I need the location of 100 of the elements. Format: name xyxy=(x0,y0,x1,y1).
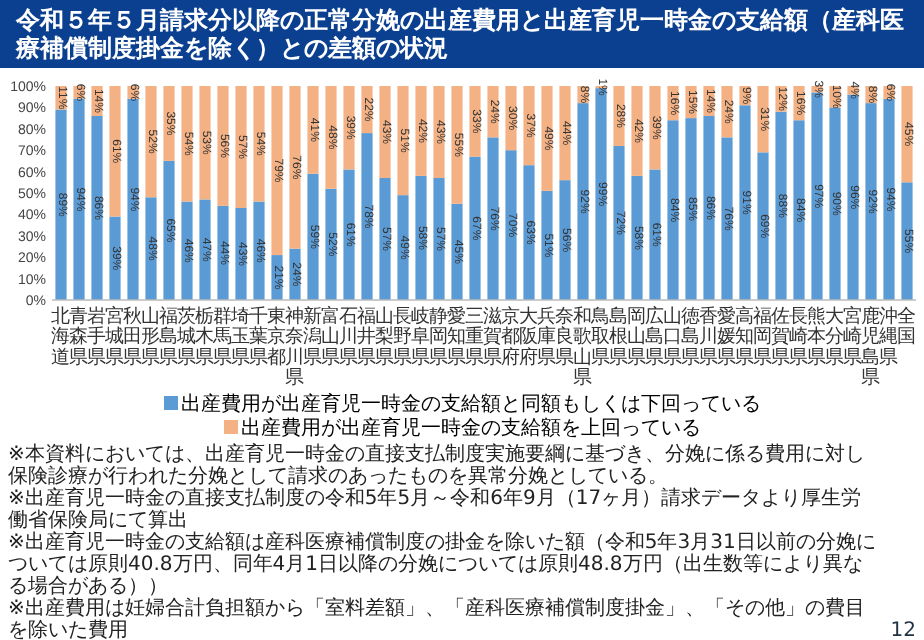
bar xyxy=(739,105,751,300)
bar xyxy=(217,86,229,206)
text: ※出産育児一時金の直接支払制度の令和5年5月～令和6年9月（17ヶ月）請求データより厚生労働省保険局にて算出 xyxy=(8,488,864,532)
bar xyxy=(307,173,319,300)
bar xyxy=(883,98,895,300)
bar xyxy=(181,86,193,202)
bar xyxy=(775,111,787,300)
bar xyxy=(721,137,733,300)
bar xyxy=(325,86,337,189)
bar xyxy=(307,86,319,174)
x-tick-label: 高知県 xyxy=(735,304,755,369)
x-tick-label: 北海道 xyxy=(51,304,71,369)
x-tick-label: 福島県 xyxy=(159,304,179,369)
x-tick-label: 沖縄県 xyxy=(877,304,899,369)
x-tick-label: 茨城県 xyxy=(175,304,197,369)
x-tick-label: 東京都 xyxy=(267,304,287,369)
x-tick-label: 徳島県 xyxy=(681,306,701,369)
bar xyxy=(343,86,355,170)
bar xyxy=(361,133,373,300)
bar xyxy=(451,86,463,204)
bar xyxy=(865,103,877,300)
x-tick-label: 福岡県 xyxy=(753,304,773,369)
bar xyxy=(829,107,841,300)
bar xyxy=(379,178,391,300)
bar xyxy=(667,120,679,300)
x-tick-label: 神奈川県 xyxy=(285,304,305,390)
bar xyxy=(271,86,283,256)
bar xyxy=(685,118,697,300)
bar xyxy=(757,86,769,153)
bar xyxy=(163,160,175,300)
bar xyxy=(613,145,625,300)
x-tick-label: 長野県 xyxy=(393,306,413,369)
x-tick-label: 京都府 xyxy=(501,304,521,369)
bar xyxy=(217,205,229,300)
x-tick-label: 岐阜県 xyxy=(411,304,431,369)
x-tick-label: 石川県 xyxy=(339,306,359,369)
bar xyxy=(649,86,661,170)
x-tick-label: 宮崎県 xyxy=(843,304,863,369)
bar xyxy=(505,150,517,300)
bar xyxy=(901,86,913,183)
bar xyxy=(163,86,175,161)
x-tick-label: 広島県 xyxy=(645,304,665,369)
legend-label: 出産費用が出産育児一時金の支給額を上回っている xyxy=(239,418,703,442)
text: ※出産費用は妊婦合計負担額から「室料差額」、「産科医療補償制度掛金」、「その他」の費目を除いた費用 xyxy=(8,598,867,640)
bar xyxy=(577,103,589,300)
bar xyxy=(793,120,805,300)
x-tick-label: 和歌山県 xyxy=(573,304,593,390)
bar xyxy=(109,86,121,217)
bar xyxy=(559,86,571,181)
bar xyxy=(649,169,661,300)
bar xyxy=(127,98,139,300)
bar xyxy=(559,180,571,300)
bar xyxy=(523,86,535,166)
bar xyxy=(901,182,913,300)
bar xyxy=(451,203,463,300)
bar xyxy=(145,197,157,300)
bar xyxy=(235,207,247,300)
text: ※出産育児一時金の支給額は産科医療補償制度の掛金を除いた額（令和5年3月31日以前の分娩については原則40.8万円、同年4月1日以降の分娩については原則48.8万円（出生数等により異なる場合がある）） xyxy=(8,532,878,598)
bar xyxy=(703,115,715,300)
bar xyxy=(523,165,535,300)
x-tick-label: 長崎県 xyxy=(789,306,809,369)
x-tick-label: 秋田県 xyxy=(123,304,143,369)
x-tick-label: 大阪府 xyxy=(519,304,539,369)
x-tick-label: 三重県 xyxy=(465,306,485,369)
x-tick-label: 鹿児島県 xyxy=(861,304,881,390)
x-tick-label: 千葉県 xyxy=(249,304,269,369)
bar xyxy=(145,86,157,198)
x-tick-label: 山口県 xyxy=(663,304,683,369)
bar xyxy=(415,175,427,300)
bar xyxy=(379,86,391,179)
bar xyxy=(181,201,193,300)
x-tick-label: 鳥取県 xyxy=(589,304,611,369)
x-tick-label: 香川県 xyxy=(699,304,719,369)
bar xyxy=(343,169,355,300)
bar xyxy=(469,86,481,157)
bar xyxy=(325,188,337,300)
x-tick-label: 新潟県 xyxy=(303,304,323,369)
bar xyxy=(487,137,499,300)
bar xyxy=(631,86,643,176)
bar xyxy=(433,86,445,179)
bar xyxy=(199,86,211,200)
text: 12 xyxy=(890,620,916,640)
bar xyxy=(541,190,553,300)
x-tick-label: 佐賀県 xyxy=(771,306,791,369)
x-tick-label: 山梨県 xyxy=(375,304,395,369)
bar xyxy=(253,86,265,202)
bar xyxy=(757,152,769,300)
x-tick-label: 愛媛県 xyxy=(717,304,737,369)
x-tick-label: 山形県 xyxy=(141,304,161,369)
x-tick-label: 栃木県 xyxy=(195,304,215,369)
x-tick-label: 福井県 xyxy=(357,304,377,369)
bar xyxy=(397,86,409,196)
x-tick-label: 愛知県 xyxy=(447,304,467,369)
text: ※本資料においては、出産育児一時金の直接支払制度実施要綱に基づき、分娩に係る費用に対し保険診療が行われた分娩として請求のあったものを異常分娩としている。 xyxy=(8,444,867,488)
bar xyxy=(469,156,481,300)
bar xyxy=(73,98,85,300)
bar xyxy=(433,178,445,300)
x-tick-label: 奈良県 xyxy=(555,306,575,369)
bar xyxy=(397,195,409,300)
x-tick-label: 青森県 xyxy=(69,304,89,369)
